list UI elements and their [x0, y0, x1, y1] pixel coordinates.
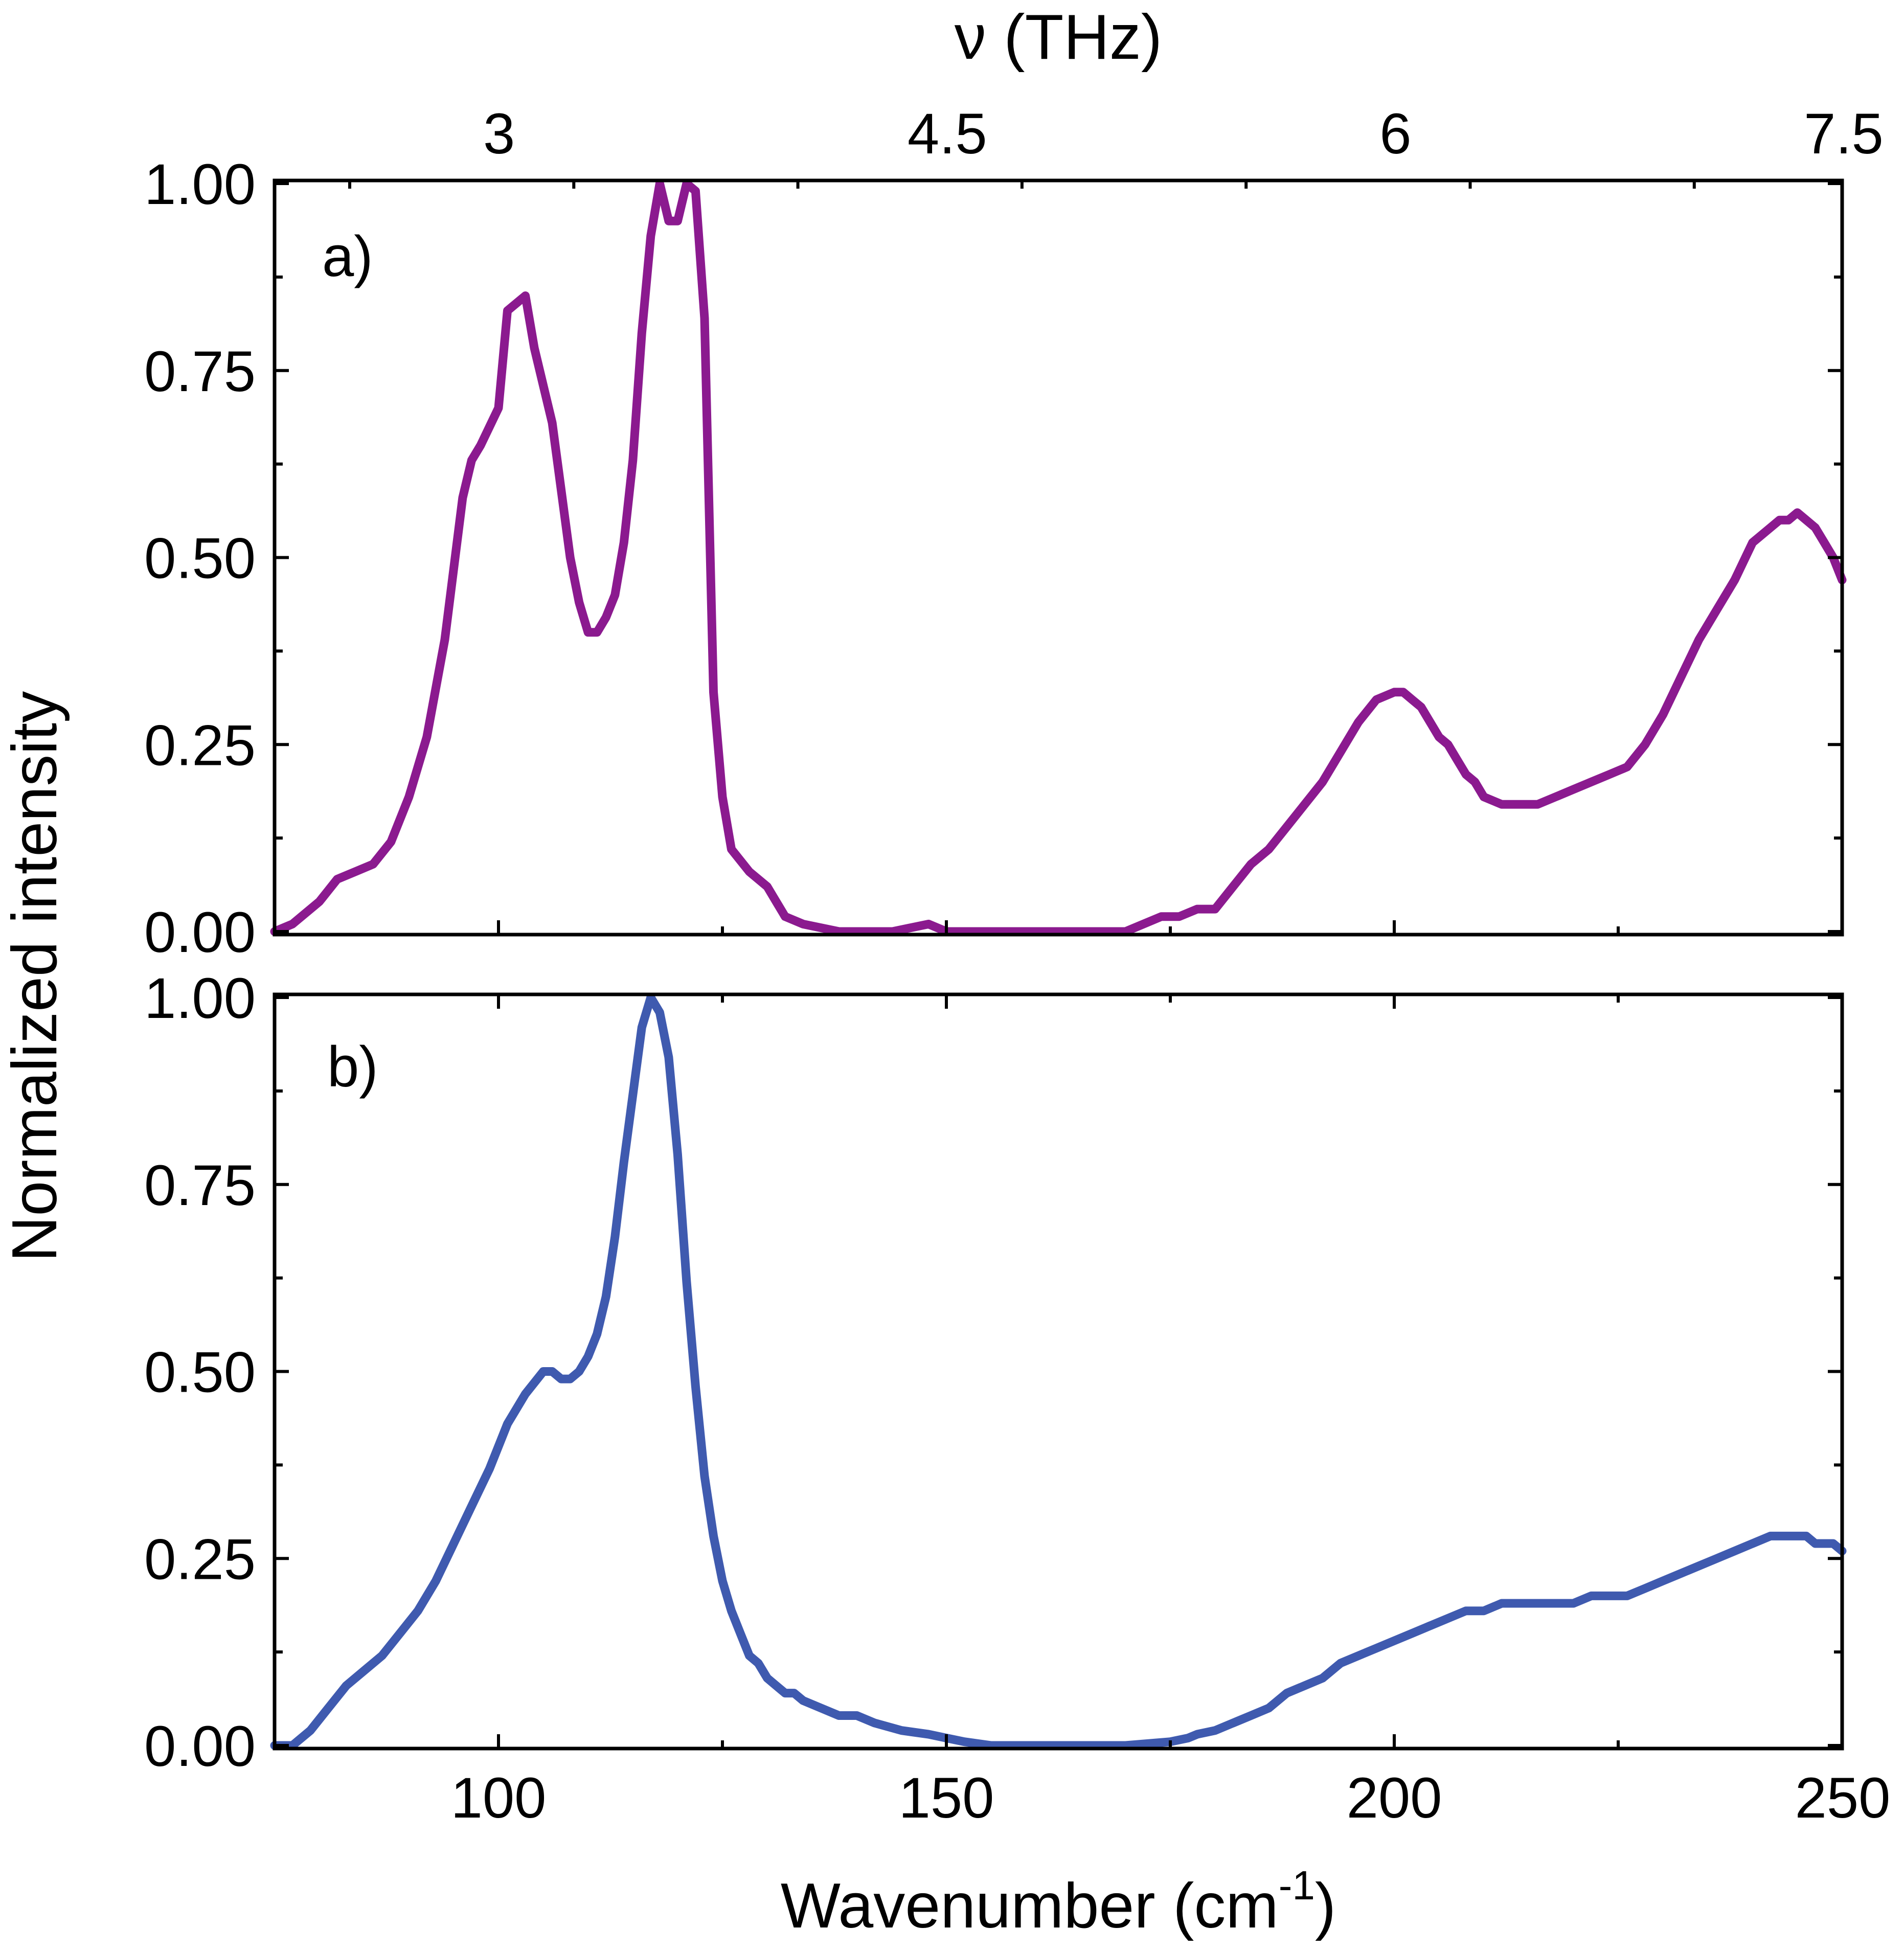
panel-b-y-tick-labels: 0.00 0.25 0.50 0.75 1.00 [144, 966, 256, 1778]
panel-b-ytick-label: 0.50 [144, 1341, 256, 1404]
x-axis-tick-label: 100 [451, 1766, 547, 1830]
panel-a-label: a) [322, 224, 373, 288]
panel-a-ytick-label: 0.00 [144, 900, 256, 964]
panel-a-series-line [270, 179, 1847, 936]
panel-b-ytick-label: 1.00 [144, 966, 256, 1030]
panel-a-frame [273, 178, 1844, 937]
panel-b-ytick-label: 0.25 [144, 1527, 256, 1591]
x-axis-tick-label: 200 [1347, 1766, 1442, 1830]
panel-b-label: b) [327, 1035, 378, 1099]
top-axis-tick-label: 6 [1379, 102, 1411, 166]
x-axis-title-main: Wavenumber (cm [781, 1871, 1279, 1941]
x-axis-title-superscript: -1 [1279, 1863, 1315, 1908]
panel-b-series-group [270, 993, 1847, 1750]
panel-a-ticks [273, 180, 1844, 935]
x-axis-tick-labels: 100 150 200 250 [451, 1766, 1891, 1830]
panel-b-frame [273, 992, 1844, 1751]
panel-b-ytick-label: 0.75 [144, 1153, 256, 1217]
panel-a-series-group [270, 179, 1847, 936]
x-axis-tick-label: 150 [899, 1766, 994, 1830]
top-axis-tick-label: 3 [483, 102, 515, 166]
panel-a-ytick-label: 0.75 [144, 339, 256, 403]
panel-b-series-line [270, 993, 1847, 1750]
panel-a: 0.00 0.25 0.50 0.75 1.00 3 4.5 6 7.5 a) [144, 102, 1884, 964]
x-axis-tick-label: 250 [1795, 1766, 1891, 1830]
top-axis-tick-label: 4.5 [908, 102, 987, 166]
panel-b-ticks [273, 994, 1844, 1749]
top-axis-title: ν (THz) [955, 2, 1162, 73]
top-axis-tick-label: 7.5 [1804, 102, 1884, 166]
panel-a-ytick-label: 1.00 [144, 152, 256, 216]
panel-a-y-tick-labels: 0.00 0.25 0.50 0.75 1.00 [144, 152, 256, 964]
y-axis-title: Normalized intensity [0, 691, 70, 1262]
x-axis-title: Wavenumber (cm-1) [781, 1863, 1336, 1941]
panel-b-ytick-label: 0.00 [144, 1714, 256, 1778]
panel-a-ytick-label: 0.25 [144, 713, 256, 777]
x-axis-title-close: ) [1315, 1871, 1336, 1941]
panel-b: 0.00 0.25 0.50 0.75 1.00 100 150 200 250 b) [144, 966, 1890, 1830]
panel-a-ytick-label: 0.50 [144, 527, 256, 591]
top-axis-tick-labels: 3 4.5 6 7.5 [483, 102, 1884, 166]
